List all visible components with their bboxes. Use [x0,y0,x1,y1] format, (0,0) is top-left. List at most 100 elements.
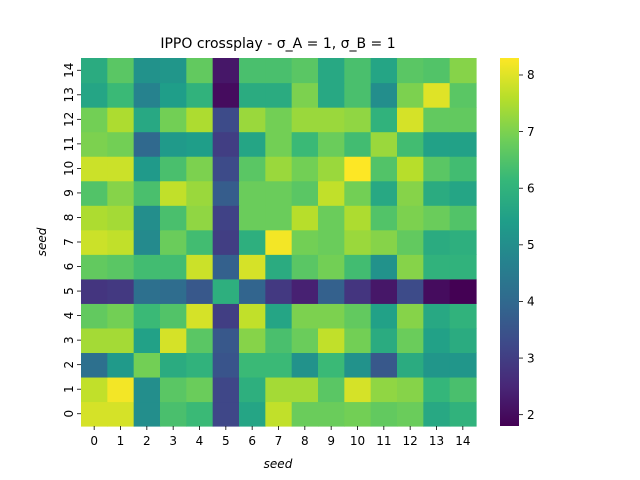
heatmap-cell [265,82,293,108]
x-tick-label: 14 [455,434,470,448]
heatmap-cell [186,229,214,255]
heatmap-cell [239,82,266,108]
heatmap-cell [318,352,345,378]
heatmap-cell [370,58,398,84]
heatmap-cell [397,58,424,84]
heatmap-cell [186,180,214,206]
heatmap-cell [186,327,214,353]
heatmap-cell [212,82,240,108]
heatmap-cell [107,352,135,378]
heatmap-cell [107,131,135,157]
y-tick-label: 5 [62,287,76,295]
heatmap-cell [160,401,187,427]
heatmap-cell [291,254,319,280]
heatmap-cell [186,352,214,378]
heatmap-cell [160,180,187,206]
heatmap-cell [318,327,345,353]
heatmap-cell [239,156,266,182]
colorbar-tick-label: 8 [527,68,535,82]
heatmap-cell [160,82,187,108]
heatmap-cell [318,156,345,182]
heatmap-cell [133,58,161,84]
heatmap-cell [107,254,135,280]
heatmap-cell [318,254,345,280]
heatmap-cell [423,303,451,329]
heatmap-cell [449,180,477,206]
heatmap-cell [239,107,266,133]
heatmap-cell [160,303,187,329]
x-tick-label: 5 [222,434,230,448]
heatmap-cell [318,107,345,133]
heatmap-cell [133,376,161,403]
heatmap-cell [265,229,293,255]
heatmap-cell [239,180,266,206]
heatmap-cell [370,156,398,182]
heatmap-cell [397,278,424,304]
heatmap-cell [344,254,372,280]
heatmap-cell [449,376,477,403]
heatmap-cell [344,352,372,378]
heatmap-cell [81,327,108,353]
heatmap-cell [370,303,398,329]
heatmap-cell [160,376,187,403]
heatmap-cell [160,58,187,84]
heatmap-cell [81,401,108,427]
heatmap-cell [423,254,451,280]
heatmap-cell [291,327,319,353]
heatmap-cell [449,401,477,427]
heatmap-cell [291,205,319,231]
heatmap-cell [449,156,477,182]
heatmap-cell [160,205,187,231]
heatmap-cell [370,401,398,427]
y-tick-label: 6 [62,263,76,271]
heatmap-cell [133,401,161,427]
heatmap-cell [81,376,108,403]
heatmap-cell [107,303,135,329]
heatmap-cell [239,327,266,353]
colorbar-tick-label: 7 [527,125,535,139]
x-tick-label: 6 [248,434,256,448]
colorbar-tick-label: 2 [527,408,535,422]
heatmap-cell [133,205,161,231]
x-tick-label: 13 [429,434,444,448]
heatmap-cell [318,82,345,108]
heatmap-cell [291,352,319,378]
y-axis-label: seed [35,227,49,256]
heatmap-cell [265,156,293,182]
heatmap-cell [212,254,240,280]
heatmap-cell [186,254,214,280]
y-tick-label: 13 [62,87,76,102]
heatmap-cell [397,352,424,378]
heatmap-cell [291,156,319,182]
heatmap-cell [265,205,293,231]
heatmap-cell [318,278,345,304]
heatmap-cell [107,229,135,255]
heatmap-cell [370,352,398,378]
heatmap-cell [160,254,187,280]
heatmap-cell [81,254,108,280]
heatmap-cell [423,131,451,157]
heatmap-cell [423,401,451,427]
heatmap-cell [370,107,398,133]
colorbar-tick-label: 4 [527,295,535,309]
heatmap-cell [107,107,135,133]
heatmap-cell [291,82,319,108]
colorbar-tick-label: 3 [527,351,535,365]
colorbar-tick-label: 5 [527,238,535,252]
heatmap-cell [186,58,214,84]
heatmap-cell [212,327,240,353]
heatmap-cell [81,131,108,157]
heatmap-cell [133,131,161,157]
heatmap-cell [81,156,108,182]
heatmap-cell [370,278,398,304]
heatmap-cell [186,376,214,403]
heatmap-cell [397,254,424,280]
heatmap-cell [265,58,293,84]
heatmap-cell [344,327,372,353]
heatmap-cell [423,352,451,378]
heatmap-cell [107,180,135,206]
heatmap-cell [370,254,398,280]
heatmap-cell [81,278,108,304]
heatmap-cell [212,205,240,231]
